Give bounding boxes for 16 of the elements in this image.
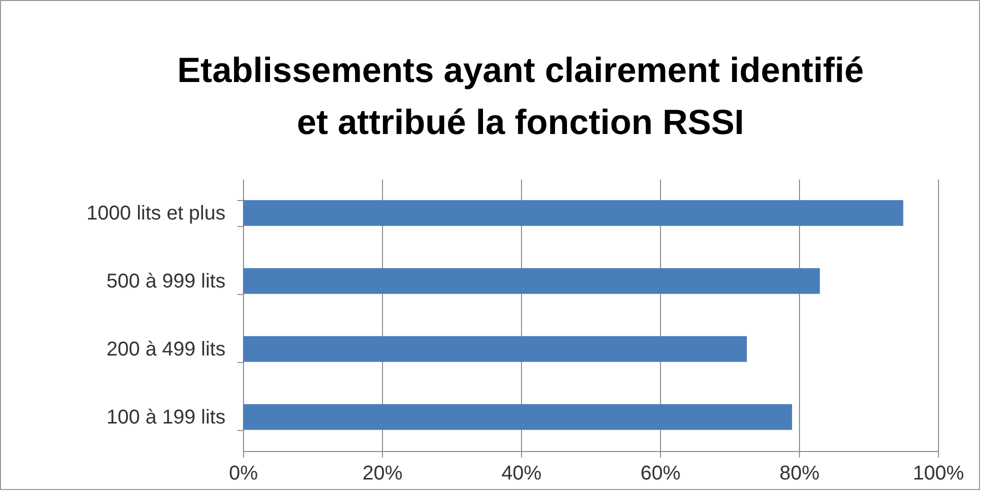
x-tick-label: 0% [229,462,258,484]
x-tick-label: 40% [501,462,542,484]
x-tick-label: 60% [640,462,681,484]
bar [243,336,747,362]
bar [243,404,792,430]
bar [243,268,820,294]
y-tick-label: 500 à 999 lits [106,270,226,292]
text: Etablissements ayant clairement identifié [177,51,864,90]
x-tick-label: 20% [362,462,403,484]
y-tick-label: 1000 lits et plus [86,202,226,224]
text: et attribué la fonction RSSI [296,103,744,142]
x-tick-label: 100% [912,462,964,484]
y-tick-label: 100 à 199 lits [106,406,226,428]
y-tick-label: 200 à 499 lits [106,338,226,360]
bar [243,200,904,226]
x-tick-label: 80% [779,462,820,484]
